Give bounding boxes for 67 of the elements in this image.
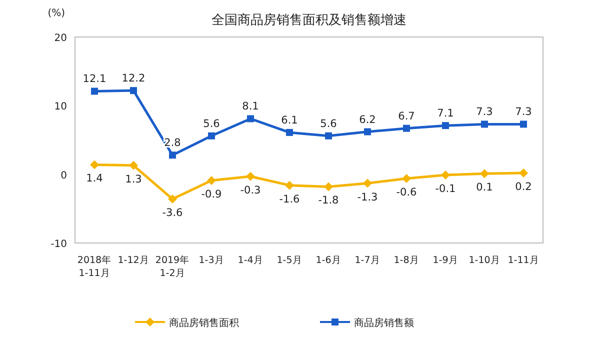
data-label: 6.7 (398, 110, 415, 122)
x-tick-label: 1-9月 (432, 255, 458, 266)
point (207, 176, 216, 186)
point (208, 132, 215, 140)
x-tick-label: 2018年 1-11月 (77, 254, 112, 279)
data-label: -3.6 (162, 207, 184, 220)
x-tick-label: 1-6月 (316, 255, 342, 266)
point (519, 168, 528, 178)
point (130, 87, 137, 94)
data-label: 7.1 (437, 108, 454, 120)
data-label: 7.3 (515, 106, 532, 118)
point (247, 115, 254, 122)
point (324, 182, 333, 192)
data-label: 8.1 (242, 100, 259, 113)
data-label: 0.2 (515, 180, 532, 193)
point (481, 120, 488, 128)
y-tick-label: 10 (54, 102, 67, 113)
data-label: -0.6 (396, 186, 418, 198)
y-tick-label: -10 (50, 239, 67, 250)
data-label: 6.2 (359, 114, 376, 126)
point (441, 170, 450, 180)
point (363, 178, 372, 188)
point (169, 152, 176, 159)
y-tick-label: 20 (54, 33, 67, 44)
chart-title: 全国商品房销售面积及销售额增速 (212, 12, 406, 28)
data-label: 12.1 (82, 73, 106, 86)
point (129, 160, 138, 170)
data-label: 0.1 (476, 182, 493, 194)
data-label: 1.3 (125, 173, 142, 186)
point (168, 194, 177, 204)
x-tick-label: 1-11月 (508, 255, 540, 266)
x-tick-label: 1-4月 (238, 255, 264, 266)
data-label: 5.6 (320, 118, 338, 130)
x-tick-label: 1-3月 (198, 255, 224, 266)
data-label: -0.9 (201, 188, 222, 201)
x-tick-label: 1-7月 (354, 255, 380, 266)
data-label: 5.6 (203, 118, 220, 130)
x-tick-label: 1-8月 (394, 255, 420, 266)
point (325, 132, 332, 140)
point (480, 169, 489, 178)
point (520, 120, 527, 128)
legend-label: 商品房销售额 (354, 317, 414, 329)
y-axis-title: (%) (48, 8, 66, 19)
data-label: -1.3 (357, 191, 378, 204)
data-label: -1.8 (318, 194, 339, 207)
point (403, 124, 410, 132)
point (442, 122, 449, 130)
point (91, 88, 98, 95)
point (246, 172, 255, 181)
data-label: 1.4 (86, 172, 104, 185)
data-label: -0.3 (240, 184, 261, 196)
x-tick-label: 1-10月 (468, 255, 500, 266)
point (364, 128, 371, 136)
data-label: 12.2 (122, 72, 146, 85)
x-tick-label: 2019年 1-2月 (155, 254, 190, 279)
point (402, 174, 411, 183)
data-label: 6.1 (281, 114, 298, 126)
point (285, 180, 294, 190)
data-label: 7.3 (476, 106, 493, 118)
x-tick-label: 1-12月 (118, 255, 150, 266)
data-label: -1.6 (279, 193, 300, 206)
x-tick-label: 1-5月 (276, 255, 302, 266)
point (90, 160, 99, 170)
legend-label: 商品房销售面积 (169, 317, 239, 329)
data-label: -0.1 (435, 183, 456, 196)
point (286, 128, 293, 136)
y-tick-label: 0 (60, 170, 67, 182)
